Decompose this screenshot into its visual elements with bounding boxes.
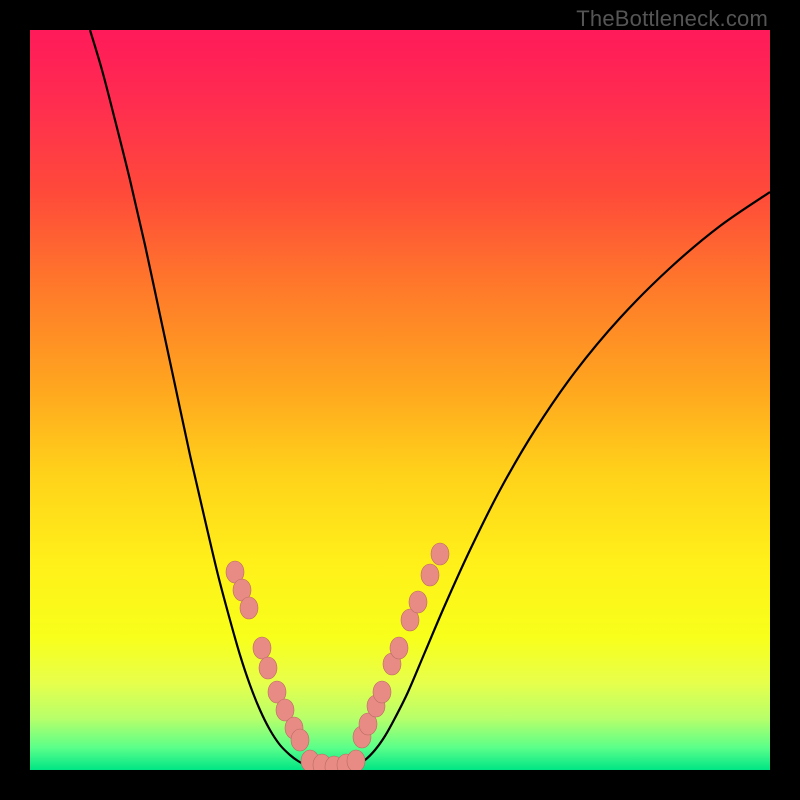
v-curve <box>90 30 770 768</box>
curve-marker <box>291 729 309 751</box>
plot-area <box>30 30 770 770</box>
chart-frame: TheBottleneck.com <box>0 0 800 800</box>
curve-marker <box>431 543 449 565</box>
curve-marker <box>373 681 391 703</box>
curve-marker <box>409 591 427 613</box>
curve-marker <box>421 564 439 586</box>
curve-layer <box>30 30 770 770</box>
curve-marker <box>390 637 408 659</box>
curve-marker <box>259 657 277 679</box>
curve-marker <box>347 750 365 770</box>
curve-marker <box>240 597 258 619</box>
watermark-text: TheBottleneck.com <box>576 6 768 32</box>
curve-marker <box>253 637 271 659</box>
curve-markers <box>226 543 449 770</box>
